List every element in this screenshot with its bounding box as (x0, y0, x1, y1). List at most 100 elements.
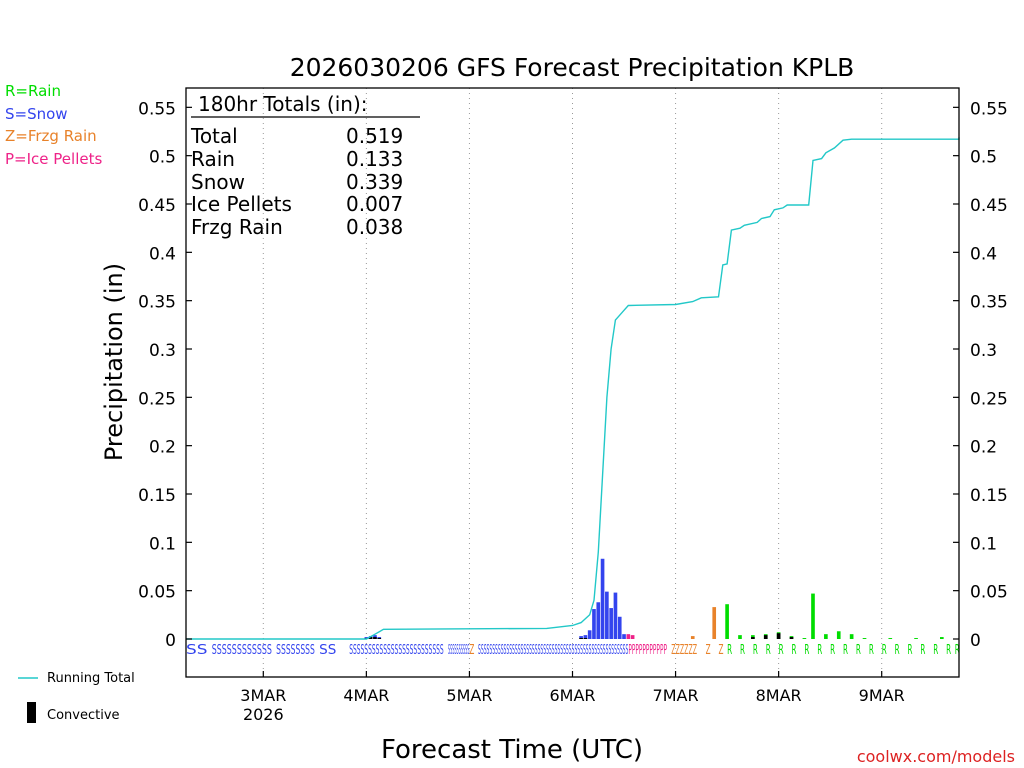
convective-bar (763, 635, 768, 639)
x-tick-label: 5MAR (446, 686, 492, 705)
ptype-letter-run: R (843, 643, 848, 658)
ptype-letter-run: ZZZZZZ (671, 643, 697, 658)
ptype-letter-run: R (830, 643, 835, 658)
precip-bars (364, 558, 944, 639)
ptype-letter-run: R (740, 643, 745, 658)
y-tick-label-left: 0.35 (138, 293, 176, 313)
ptype-letter-run: R (907, 643, 912, 658)
x-tick-label: 7MAR (653, 686, 699, 705)
totals-label-frzg-rain: Frzg Rain (191, 215, 283, 239)
day-gridlines (262, 88, 883, 677)
ptype-letter-run: SS (319, 643, 336, 658)
y-tick-label-left: 0.4 (149, 244, 176, 264)
convective-bar (789, 637, 794, 639)
ptype-letter-run: R (856, 643, 861, 658)
precip-bar (862, 638, 867, 639)
convective-bar (751, 637, 755, 639)
y-tick-label-left: 0 (165, 631, 176, 651)
ptype-letter-run: SSSSSSSSSSSS (212, 643, 272, 658)
precip-bar (605, 591, 609, 639)
ptype-letter-run: R (955, 643, 960, 658)
ptype-letter-run: R (946, 643, 951, 658)
credit-label: coolwx.com/models (857, 747, 1015, 766)
ptype-letter-run: SS (186, 643, 207, 658)
totals-value-total: 0.519 (346, 124, 403, 148)
precip-bar (613, 592, 618, 639)
precip-bar (583, 635, 588, 639)
y-tick-label-right: 0.1 (970, 534, 997, 554)
totals-value-frzg-rain: 0.038 (346, 215, 403, 239)
ptype-letter-run: Z (719, 643, 724, 658)
x-tick-label: 8MAR (756, 686, 802, 705)
ptype-letter-run: SSSSSSSSSS (448, 643, 469, 658)
totals-label-ice-pellets: Ice Pellets (191, 192, 292, 216)
ptype-letter-run: Z (706, 643, 711, 658)
x-tick-label: 4MAR (343, 686, 389, 705)
legend-ice-pellets: P=Ice Pellets (5, 150, 102, 168)
ptype-letter-run: PPPPPPPPPPP (628, 643, 667, 658)
convective-bar (579, 638, 583, 639)
y-axis-left: 0 0.05 0.1 0.15 0.2 0.25 0.3 0.35 0.4 0.45 0.5 0.55 (138, 99, 192, 651)
precip-bar (802, 638, 807, 639)
precip-bar (914, 638, 918, 639)
y-axis-label: Precipitation (in) (100, 263, 128, 461)
ptype-letter-run: R (804, 643, 809, 658)
y-tick-label-right: 0.2 (970, 438, 997, 458)
convective-bars (364, 633, 794, 639)
convective-swatch (27, 702, 36, 723)
y-tick-label-right: 0.4 (970, 244, 997, 264)
ptype-letter-run: R (895, 643, 900, 658)
totals-label-rain: Rain (191, 147, 235, 171)
ptype-letter-run: R (766, 643, 771, 658)
y-axis-right: 0 0.05 0.1 0.15 0.2 0.25 0.3 0.35 0.4 0.45 0.5 0.55 (953, 99, 1008, 651)
convective-bar (583, 638, 588, 639)
convective-bar (776, 633, 781, 639)
y-tick-label-right: 0.05 (970, 583, 1008, 603)
convective-bar (368, 637, 373, 639)
ptype-letter-run: SSSSSSSSSSSSSSSSSSSSSSSSSSSSSSSSSSSSSSSS… (478, 643, 628, 658)
chart-title: 2026030206 GFS Forecast Precipitation KP… (290, 53, 855, 82)
convective-bar (373, 637, 377, 639)
y-tick-label-right: 0.55 (970, 99, 1008, 119)
precip-bar (609, 608, 613, 639)
x-tick-label: 9MAR (859, 686, 905, 705)
precip-bar (811, 593, 815, 639)
ptype-letter-run: Z (469, 643, 474, 658)
precip-bar (712, 607, 717, 639)
precip-bar (626, 634, 631, 639)
convective-bar (377, 638, 382, 639)
precip-bar (630, 635, 635, 639)
precip-bar (600, 558, 605, 639)
y-tick-label-left: 0.2 (149, 438, 176, 458)
precip-bar (888, 638, 893, 639)
precip-bar (849, 634, 854, 639)
legend-snow: S=Snow (5, 105, 68, 123)
ptype-rows: SS SSSSSSSSSSSS SSSSSSSS SS SSSSSSSSSSSSSSSS… (186, 643, 960, 658)
y-tick-label-left: 0.15 (138, 486, 176, 506)
precip-bar (622, 634, 626, 639)
precip-bar (579, 636, 583, 639)
ptype-letter-run: R (779, 643, 784, 658)
ptype-letter-run: R (882, 643, 887, 658)
precip-bar (690, 636, 695, 639)
y-tick-label-right: 0.35 (970, 293, 1008, 313)
x-tick-label: 3MAR (240, 686, 286, 705)
y-tick-label-right: 0.15 (970, 486, 1008, 506)
ptype-legend: R=Rain S=Snow Z=Frzg Rain P=Ice Pellets (5, 82, 102, 168)
y-tick-label-left: 0.3 (149, 341, 176, 361)
running-total-line (186, 137, 960, 640)
precip-bar (738, 635, 742, 639)
totals-value-snow: 0.339 (346, 170, 403, 194)
precip-bar (592, 609, 596, 639)
x-tick-sublabel: 2026 (243, 705, 284, 724)
running-total-label: Running Total (47, 671, 135, 686)
ptype-letter-run: SSSSSSSSSSSSSSSSSSSSSSSSS (349, 643, 443, 658)
y-tick-label-left: 0.05 (138, 583, 176, 603)
ptype-letter-run: SSSSSSSS (276, 643, 315, 658)
y-tick-label-right: 0.25 (970, 389, 1008, 409)
totals-box: 180hr Totals (in): Total 0.519 Rain 0.13… (190, 92, 420, 239)
precip-bar (617, 616, 622, 639)
y-tick-label-left: 0.1 (149, 534, 176, 554)
convective-label: Convective (47, 708, 120, 723)
ptype-letter-run: R (869, 643, 874, 658)
